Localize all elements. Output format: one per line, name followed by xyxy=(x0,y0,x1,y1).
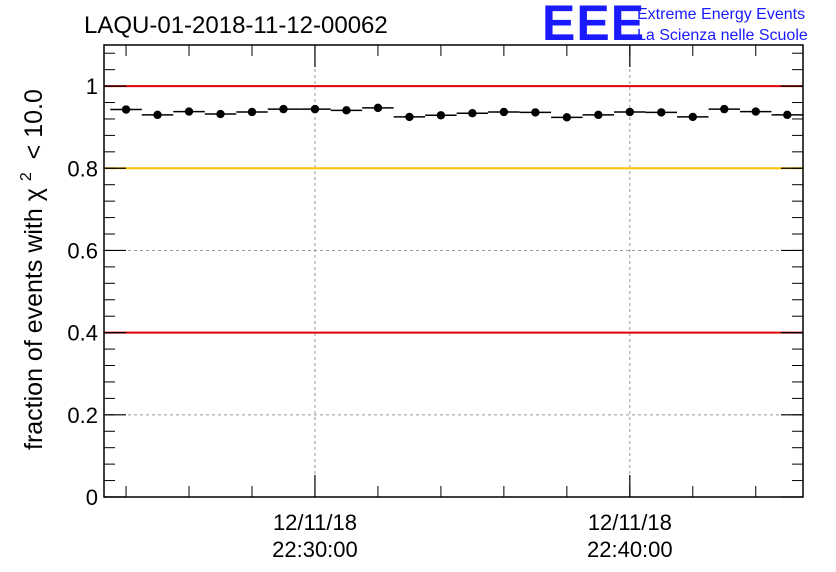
y-axis-label-chi: χ xyxy=(20,188,48,201)
logo-line-1: Extreme Energy Events xyxy=(637,6,805,23)
data-point xyxy=(121,105,131,114)
data-point xyxy=(436,111,446,120)
x-tick-time: 22:40:00 xyxy=(587,537,673,562)
y-tick-labels: 0 0.2 0.4 0.6 0.8 1 xyxy=(67,74,98,510)
reference-lines xyxy=(104,85,803,334)
data-point xyxy=(216,109,225,119)
x-tick-date: 12/11/18 xyxy=(588,510,672,535)
data-point xyxy=(783,110,792,120)
data-point xyxy=(657,108,666,117)
plot-frame xyxy=(103,44,804,498)
chart-title: LAQU-01-2018-11-12-00062 xyxy=(84,12,388,39)
data-point xyxy=(153,110,162,120)
eee-logo-mark: EEE xyxy=(542,0,645,51)
data-point xyxy=(688,112,697,122)
axis-ticks xyxy=(104,45,803,498)
y-axis-label-superscript: 2 xyxy=(18,172,35,181)
plot-area xyxy=(104,45,803,497)
y-tick-label: 0.8 xyxy=(67,156,98,181)
y-axis-label-tail: < 10.0 xyxy=(20,89,48,159)
y-axis-label-text: fraction of events with xyxy=(20,208,48,450)
x-tick-time: 22:30:00 xyxy=(272,537,358,562)
data-point xyxy=(625,107,635,117)
data-point xyxy=(342,106,351,115)
data-point xyxy=(247,107,257,117)
y-tick-label: 1 xyxy=(86,74,98,99)
data-point xyxy=(184,107,194,116)
data-point xyxy=(310,104,320,114)
data-point xyxy=(373,103,383,113)
data-point xyxy=(720,104,729,114)
data-point xyxy=(279,104,288,114)
data-point xyxy=(405,112,414,122)
data-point xyxy=(468,109,477,118)
y-tick-label: 0.4 xyxy=(67,321,98,346)
logo-line-2: La Scienza nelle Scuole xyxy=(637,27,808,44)
y-tick-label: 0 xyxy=(86,485,98,510)
y-axis-label: fraction of events with χ 2 < 10.0 xyxy=(9,89,48,450)
data-point xyxy=(594,110,603,120)
data-point xyxy=(562,113,572,122)
data-points xyxy=(110,103,803,122)
x-tick-date: 12/11/18 xyxy=(273,510,357,535)
data-point xyxy=(751,107,760,116)
y-tick-label: 0.6 xyxy=(67,238,98,263)
data-point xyxy=(499,107,509,117)
y-tick-label: 0.2 xyxy=(67,403,98,428)
data-point xyxy=(531,108,540,117)
